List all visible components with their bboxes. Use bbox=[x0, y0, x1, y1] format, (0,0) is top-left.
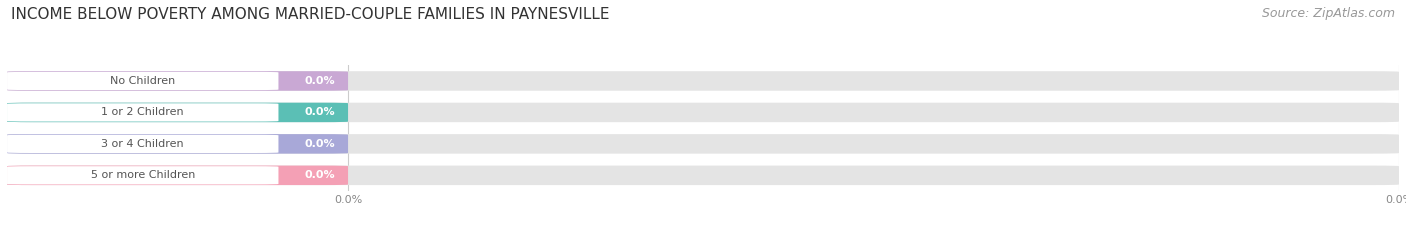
Text: 0.0%: 0.0% bbox=[305, 76, 336, 86]
Text: 3 or 4 Children: 3 or 4 Children bbox=[101, 139, 184, 149]
FancyBboxPatch shape bbox=[7, 166, 278, 185]
Text: No Children: No Children bbox=[110, 76, 176, 86]
Text: 0.0%: 0.0% bbox=[305, 170, 336, 180]
Text: 0.0%: 0.0% bbox=[305, 139, 336, 149]
FancyBboxPatch shape bbox=[7, 71, 1399, 91]
FancyBboxPatch shape bbox=[7, 166, 1399, 185]
FancyBboxPatch shape bbox=[7, 71, 349, 91]
FancyBboxPatch shape bbox=[7, 166, 349, 185]
FancyBboxPatch shape bbox=[7, 103, 1399, 122]
FancyBboxPatch shape bbox=[7, 134, 1399, 154]
Text: 5 or more Children: 5 or more Children bbox=[90, 170, 195, 180]
Text: Source: ZipAtlas.com: Source: ZipAtlas.com bbox=[1261, 7, 1395, 20]
FancyBboxPatch shape bbox=[7, 134, 349, 154]
FancyBboxPatch shape bbox=[7, 135, 278, 153]
FancyBboxPatch shape bbox=[7, 103, 349, 122]
Text: 0.0%: 0.0% bbox=[305, 107, 336, 117]
Text: 1 or 2 Children: 1 or 2 Children bbox=[101, 107, 184, 117]
FancyBboxPatch shape bbox=[7, 72, 278, 90]
FancyBboxPatch shape bbox=[7, 103, 278, 122]
Text: INCOME BELOW POVERTY AMONG MARRIED-COUPLE FAMILIES IN PAYNESVILLE: INCOME BELOW POVERTY AMONG MARRIED-COUPL… bbox=[11, 7, 610, 22]
